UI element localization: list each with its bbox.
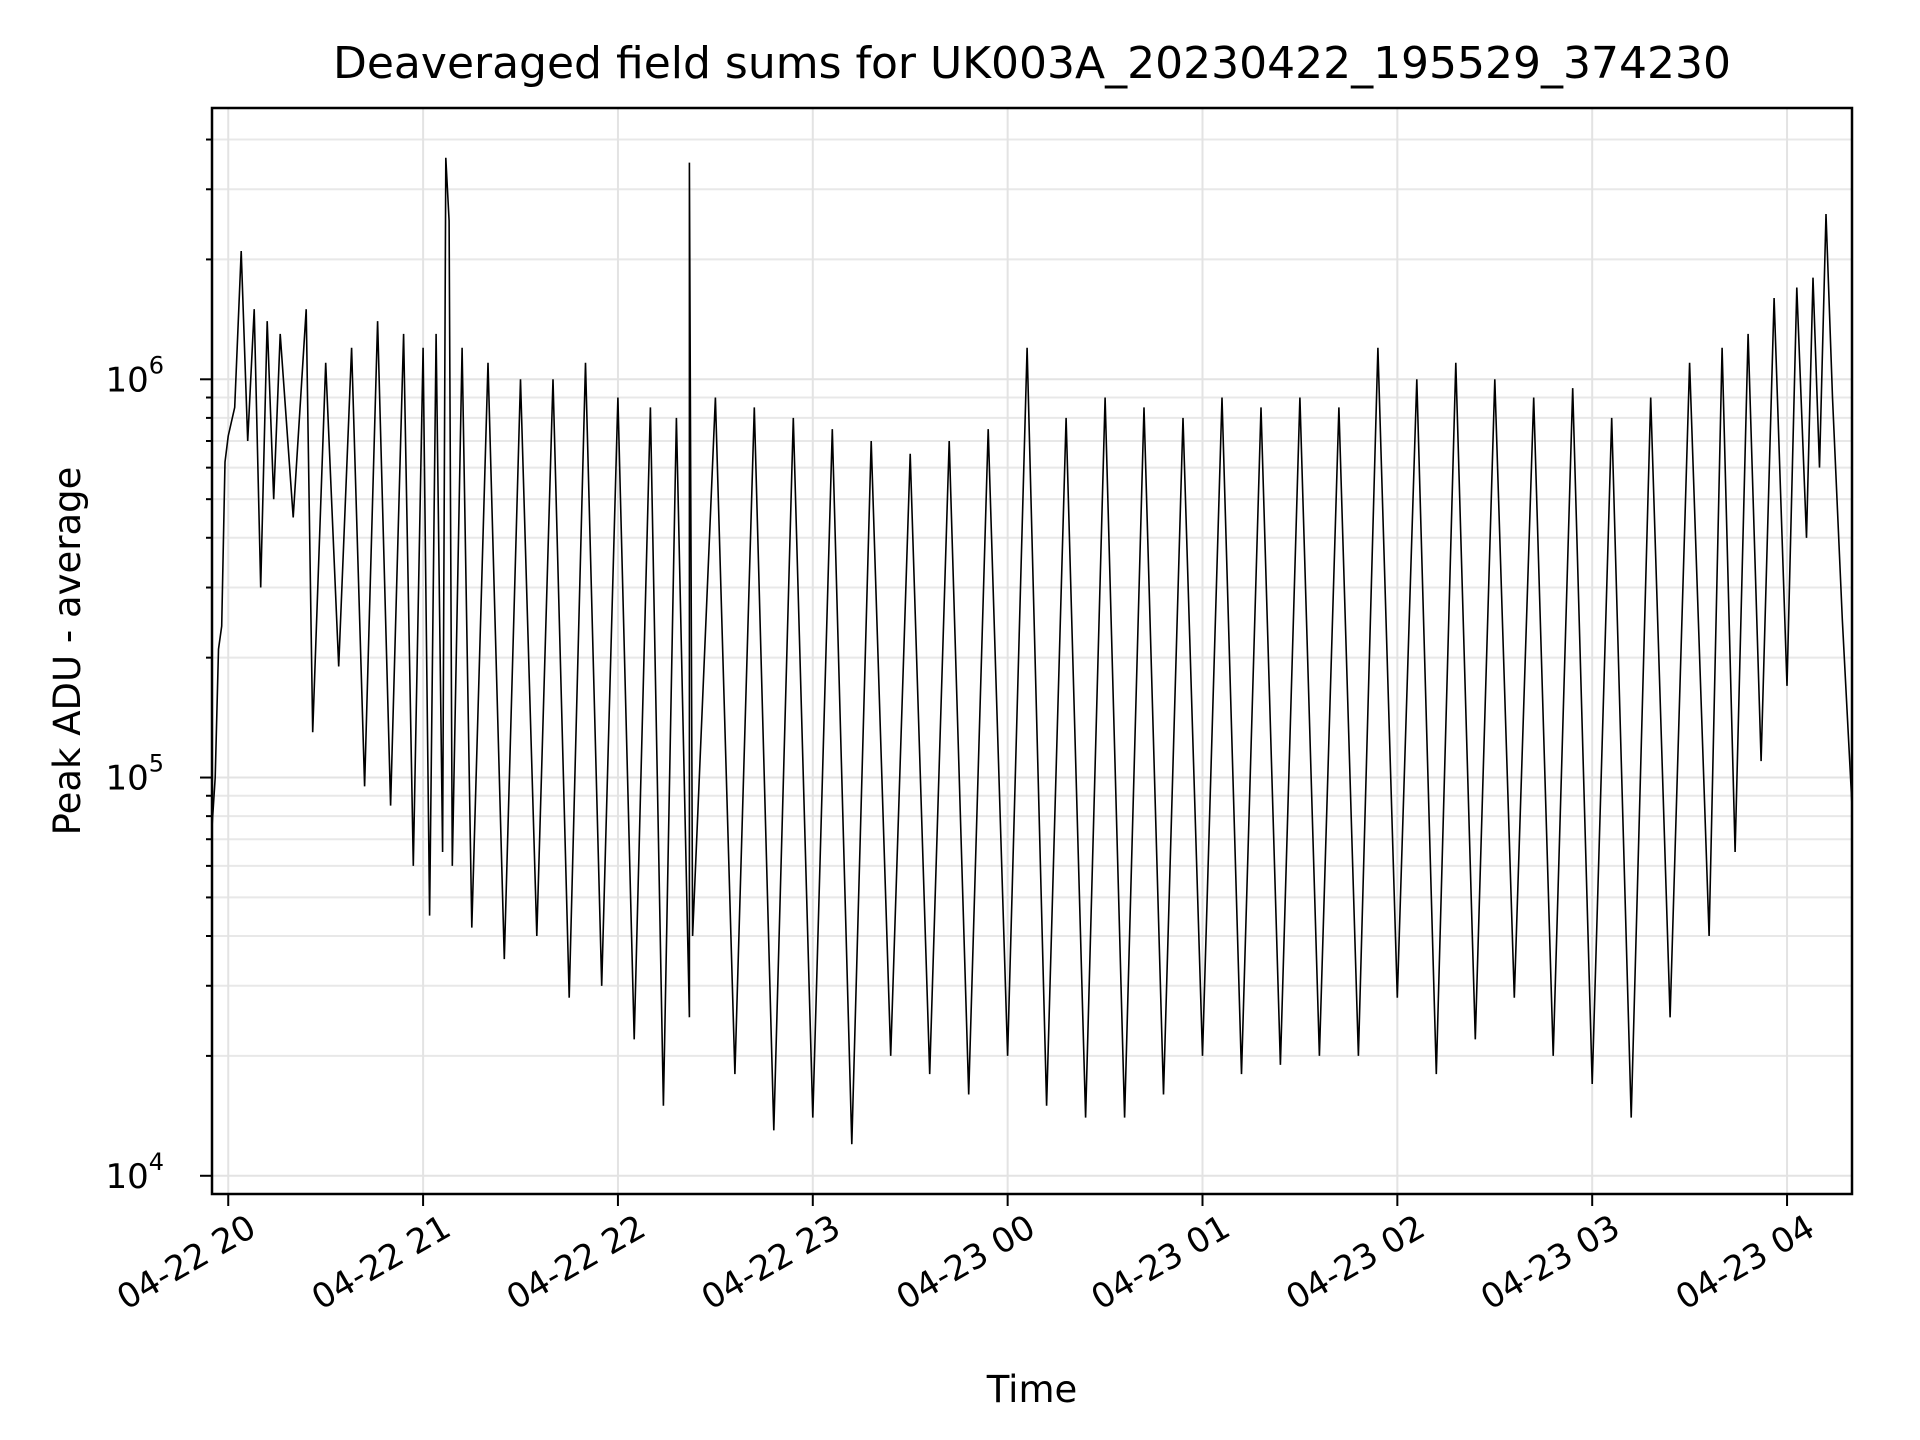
y-tick-label: 104 (105, 1148, 164, 1197)
x-axis-label: Time (986, 1368, 1078, 1411)
x-tick-label: 04-22 23 (695, 1207, 847, 1318)
y-tick-label: 105 (105, 750, 164, 799)
y-tick-exponent: 6 (149, 351, 164, 379)
grid (212, 108, 1852, 1194)
x-tick-label: 04-22 21 (305, 1207, 457, 1318)
y-tick-exponent: 5 (149, 750, 164, 778)
x-tick-label: 04-23 03 (1474, 1207, 1626, 1318)
y-tick-label: 106 (105, 351, 164, 400)
x-tick-label: 04-23 04 (1669, 1207, 1821, 1318)
series-line (211, 157, 1853, 1145)
x-tick-label: 04-22 22 (500, 1207, 652, 1318)
x-tick-label: 04-23 01 (1085, 1207, 1237, 1318)
chart-title: Deaveraged field sums for UK003A_2023042… (333, 38, 1731, 89)
plot-frame (210, 106, 1854, 1196)
y-tick-exponent: 4 (149, 1148, 164, 1176)
x-tick-label: 04-22 20 (110, 1207, 262, 1318)
y-axis: 104 105 106 (105, 138, 212, 1197)
x-tick-label: 04-23 00 (890, 1207, 1042, 1318)
x-axis: 04-22 20 04-22 21 04-22 22 04-22 23 04-23 00… (110, 1194, 1822, 1318)
series-line-path (211, 157, 1853, 1145)
y-axis-label: Peak ADU - average (46, 467, 89, 836)
x-tick-label: 04-23 02 (1279, 1207, 1431, 1318)
